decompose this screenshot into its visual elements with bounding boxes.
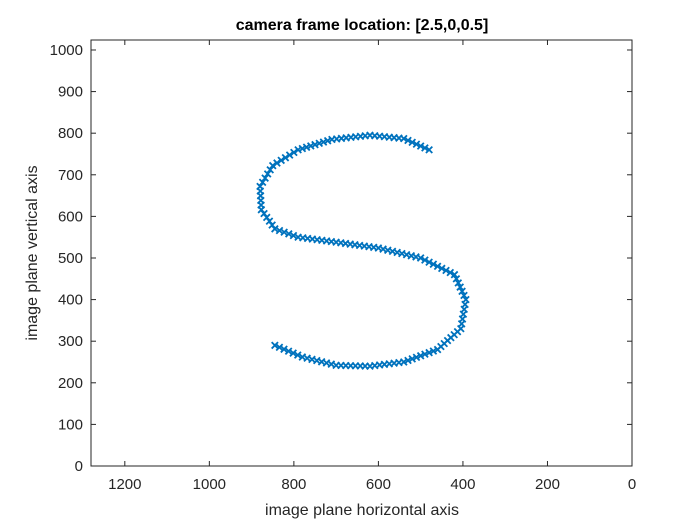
- y-tick-label: 900: [58, 84, 83, 101]
- data-point: [450, 270, 459, 279]
- data-point: [425, 348, 433, 357]
- data-point: [289, 349, 298, 357]
- data-point: [442, 266, 450, 275]
- y-tick-label: 700: [58, 167, 83, 184]
- data-point: [456, 283, 465, 291]
- y-tick-label: 1000: [50, 42, 83, 59]
- data-point: [421, 350, 429, 359]
- data-point: [433, 262, 442, 271]
- data-point: [416, 142, 425, 150]
- data-point: [421, 256, 429, 264]
- data-point: [437, 264, 446, 273]
- data-point: [425, 145, 433, 154]
- y-tick-label: 800: [58, 125, 83, 142]
- data-point: [280, 228, 288, 237]
- data-point: [433, 345, 442, 354]
- data-point: [446, 268, 455, 277]
- data-point: [268, 161, 277, 170]
- x-tick-label: 400: [450, 476, 475, 493]
- data-point: [290, 148, 298, 157]
- data-point: [281, 153, 290, 162]
- data-point: [284, 347, 293, 356]
- x-tick-label: 1000: [193, 476, 226, 493]
- data-point: [285, 151, 294, 159]
- data-point: [293, 351, 302, 359]
- data-point: [261, 174, 269, 182]
- data-point: [266, 165, 275, 174]
- data-point: [404, 356, 412, 365]
- data-point: [275, 343, 284, 352]
- data-point: [408, 138, 417, 147]
- y-tick-label: 0: [75, 458, 83, 475]
- data-point: [298, 353, 307, 361]
- x-tick-label: 800: [281, 476, 306, 493]
- data-point: [404, 136, 412, 145]
- y-tick-label: 600: [58, 208, 83, 225]
- data-point: [460, 291, 468, 300]
- x-axis-label: image plane horizontal axis: [265, 502, 459, 519]
- x-tick-label: 600: [366, 476, 391, 493]
- plot-area: [90, 39, 633, 467]
- y-tick-label: 100: [58, 416, 83, 433]
- x-tick-label: 0: [628, 476, 636, 493]
- data-point: [458, 287, 466, 296]
- data-point: [416, 254, 425, 262]
- axes-box: [90, 39, 633, 467]
- data-point: [289, 231, 298, 240]
- data-markers: [256, 131, 470, 370]
- chart-title: camera frame location: [2.5,0,0.5]: [236, 17, 489, 34]
- y-tick-label: 500: [58, 250, 83, 267]
- x-tick-label: 200: [535, 476, 560, 493]
- y-tick-label: 300: [58, 333, 83, 350]
- data-point: [452, 274, 461, 283]
- data-point: [416, 351, 425, 360]
- data-point: [271, 341, 279, 350]
- x-tick-label: 1200: [108, 476, 141, 493]
- data-point: [277, 156, 286, 165]
- data-point: [425, 258, 433, 266]
- y-tick-label: 400: [58, 292, 83, 309]
- y-tick-label: 200: [58, 375, 83, 392]
- data-point: [412, 353, 421, 362]
- data-point: [294, 145, 302, 154]
- data-point: [271, 225, 279, 233]
- data-point: [284, 230, 293, 238]
- data-point: [258, 178, 267, 187]
- data-point: [412, 140, 421, 149]
- data-point: [280, 345, 288, 354]
- data-point: [408, 355, 417, 363]
- data-point: [454, 279, 463, 287]
- data-point: [421, 144, 429, 152]
- data-point: [429, 347, 438, 355]
- data-point: [263, 170, 272, 178]
- data-point: [429, 260, 438, 269]
- ticks: 1200 1000 800 600 400 200 0 0 100 200 300 400 500 600…: [50, 40, 636, 493]
- data-point: [273, 159, 281, 167]
- data-point: [275, 226, 284, 235]
- y-axis-label: image plane vertical axis: [24, 165, 41, 340]
